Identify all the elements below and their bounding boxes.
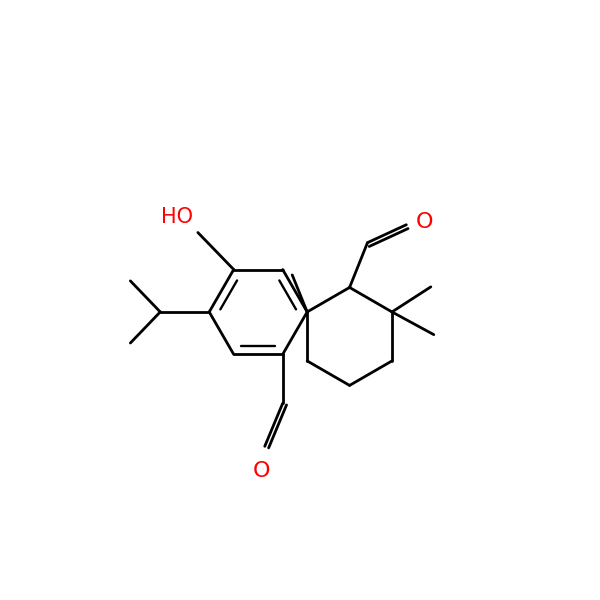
Text: O: O [253, 461, 271, 481]
Text: HO: HO [161, 206, 193, 227]
Text: O: O [415, 212, 433, 232]
